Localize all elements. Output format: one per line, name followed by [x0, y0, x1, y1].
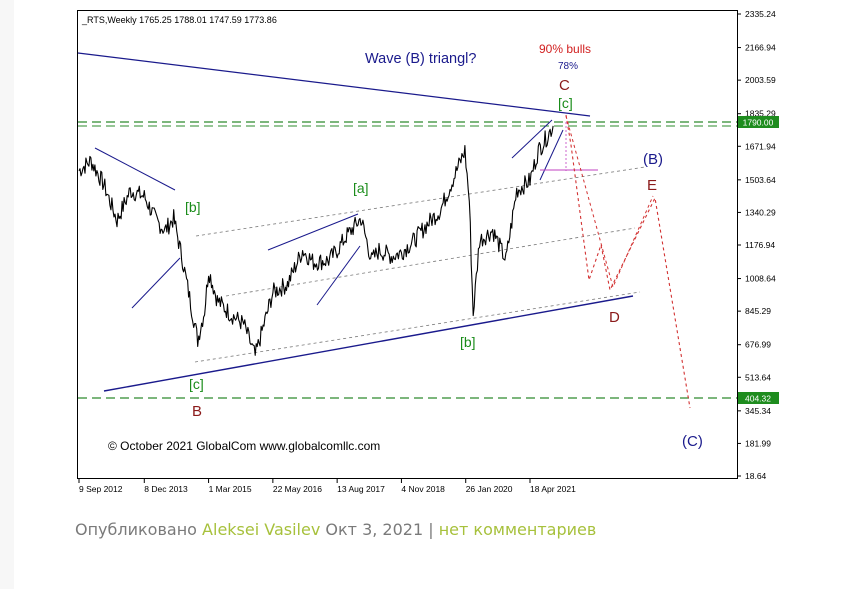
x-tick-label: 1 Mar 2015: [209, 484, 252, 494]
x-tick-label: 22 May 2016: [273, 484, 322, 494]
y-tick-label: 1503.64: [745, 175, 776, 185]
y-tick-label: 2335.24: [745, 9, 776, 19]
wave-label-c-bottom: [c]: [189, 376, 204, 392]
y-tick-label: 1176.94: [745, 240, 775, 250]
wave-label-C: C: [559, 77, 570, 94]
wave-label-C-paren: (C): [682, 433, 703, 450]
trend-a-top: [267, 213, 359, 251]
y-tick-label: 345.34: [745, 406, 771, 416]
x-axis-ticks: 9 Sep 2012 8 Dec 2013 1 Mar 2015 22 May 201…: [78, 479, 576, 494]
x-tick-label: 13 Aug 2017: [337, 484, 385, 494]
x-tick-label: 8 Dec 2013: [144, 484, 188, 494]
byline-prefix: Опубликовано: [75, 520, 197, 539]
left-edge-strip: [0, 0, 14, 589]
wave-label-B-paren: (B): [643, 151, 663, 168]
price-label-1790: 1790.00: [738, 116, 779, 128]
byline-date: Окт 3, 2021: [325, 520, 424, 539]
y-tick-label: 181.99: [745, 438, 771, 448]
y-tick-label: 513.64: [745, 372, 771, 382]
trend-c-top: [511, 119, 553, 159]
x-tick-label: 9 Sep 2012: [79, 484, 123, 494]
x-tick-label: 26 Jan 2020: [466, 484, 513, 494]
wave-label-E: E: [647, 177, 657, 194]
x-tick-label: 18 Apr 2021: [530, 484, 576, 494]
price-label-1790-text: 1790.00: [743, 118, 774, 128]
trend-a-low: [316, 245, 361, 306]
wave-label-B: B: [192, 403, 202, 420]
copyright-text: © October 2021 GlobalCom www.globalcomll…: [108, 439, 380, 453]
y-tick-label: 1340.29: [745, 207, 776, 217]
trend-c-low: [539, 129, 564, 181]
y-tick-label: 1671.94: [745, 141, 776, 151]
y-tick-label: 2003.59: [745, 75, 776, 85]
pct-78: 78%: [558, 61, 578, 72]
lower-triangle-line: [103, 295, 634, 392]
y-tick-label: 18.64: [745, 471, 767, 481]
comments-link[interactable]: нет комментариев: [438, 520, 597, 539]
y-tick-label: 1008.64: [745, 274, 776, 284]
y-tick-label: 1835.29: [745, 109, 776, 119]
x-tick-label: 4 Nov 2018: [401, 484, 445, 494]
post-byline: Опубликовано Aleksei Vasilev Окт 3, 2021…: [75, 520, 596, 539]
bulls-pct: 90% bulls: [539, 42, 591, 56]
wave-title: Wave (B) triangl?: [365, 51, 476, 67]
author-link[interactable]: Aleksei Vasilev: [202, 520, 321, 539]
upper-triangle-line: [77, 52, 591, 117]
wave-label-D: D: [609, 309, 620, 326]
forecast-path: [565, 114, 691, 409]
price-label-404: 404.32: [738, 392, 779, 404]
trend-left-top: [94, 147, 176, 191]
channel-line-2: [195, 166, 646, 237]
byline-separator: |: [428, 520, 434, 539]
wave-label-b-left: [b]: [185, 199, 201, 215]
chart-header: _RTS,Weekly 1765.25 1788.01 1747.59 1773…: [81, 15, 277, 25]
trend-left-low: [131, 257, 181, 309]
y-axis-ticks: 2335.24 2166.94 2003.59 1835.29 1671.94 1503.…: [737, 9, 776, 481]
y-tick-label: 2166.94: [745, 43, 776, 53]
wave-label-c-top: [c]: [558, 95, 573, 111]
rts-weekly-chart: 2335.24 2166.94 2003.59 1835.29 1671.94 1503.…: [77, 9, 779, 494]
y-tick-label: 845.29: [745, 306, 771, 316]
wave-label-a: [a]: [353, 180, 369, 196]
wave-label-b-mid: [b]: [460, 334, 476, 350]
magenta-triangle: [540, 122, 598, 171]
price-label-404-text: 404.32: [745, 394, 771, 404]
price-series-line: [78, 125, 554, 356]
y-tick-label: 676.99: [745, 340, 771, 350]
